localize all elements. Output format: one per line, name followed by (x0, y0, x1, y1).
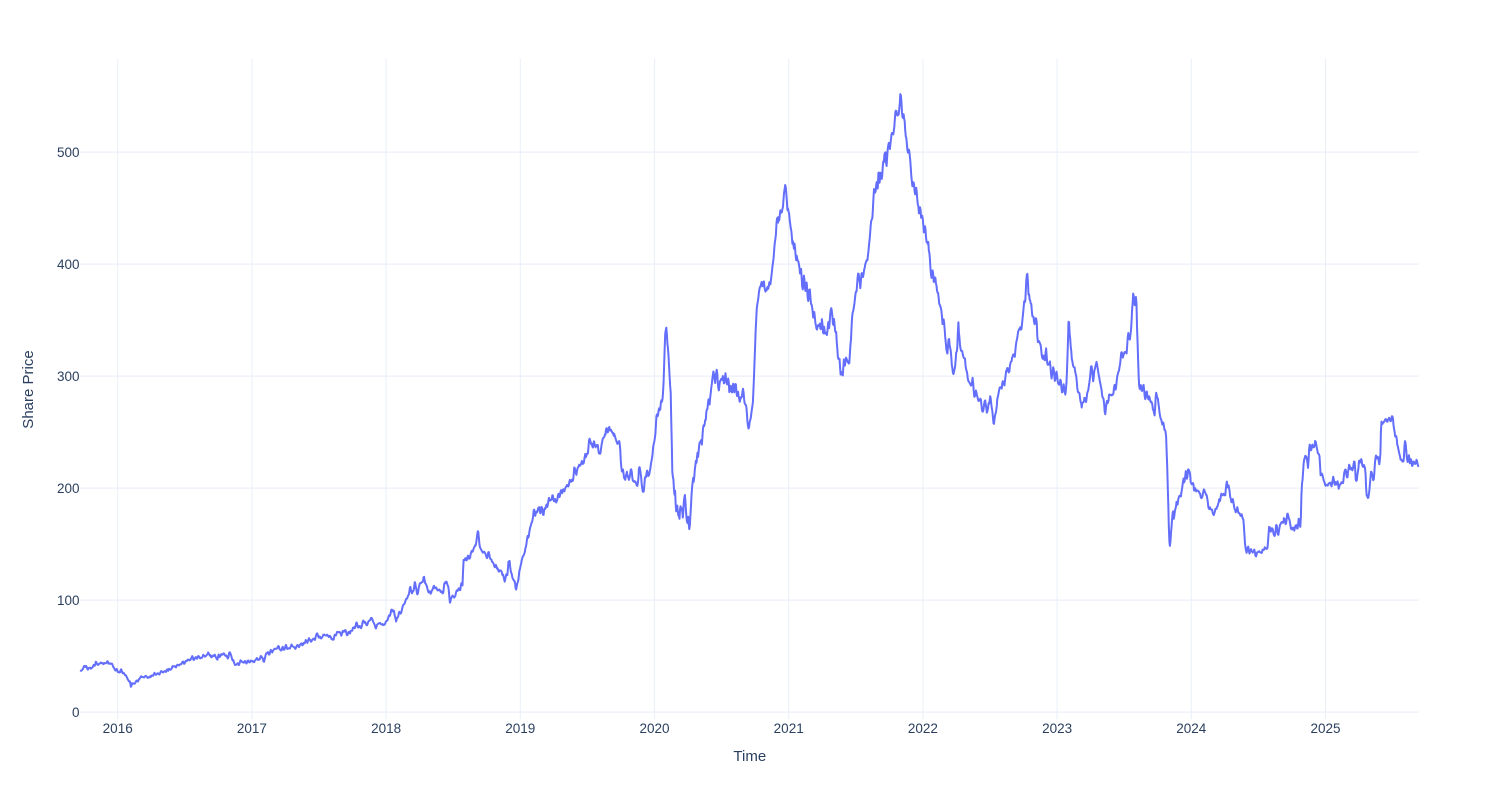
svg-text:Time: Time (733, 748, 766, 765)
svg-text:2018: 2018 (371, 721, 401, 736)
svg-text:2017: 2017 (237, 721, 267, 736)
svg-text:0: 0 (72, 705, 80, 720)
svg-text:Share Price: Share Price (20, 350, 37, 428)
svg-text:500: 500 (57, 145, 80, 160)
svg-text:300: 300 (57, 369, 80, 384)
svg-text:400: 400 (57, 257, 80, 272)
svg-text:100: 100 (57, 593, 80, 608)
svg-text:2022: 2022 (908, 721, 938, 736)
svg-text:2021: 2021 (774, 721, 804, 736)
svg-text:2019: 2019 (505, 721, 535, 736)
svg-text:2020: 2020 (639, 721, 669, 736)
svg-text:2023: 2023 (1042, 721, 1072, 736)
svg-text:2025: 2025 (1310, 721, 1340, 736)
svg-text:2024: 2024 (1176, 721, 1207, 736)
svg-text:200: 200 (57, 481, 80, 496)
svg-text:2016: 2016 (103, 721, 133, 736)
